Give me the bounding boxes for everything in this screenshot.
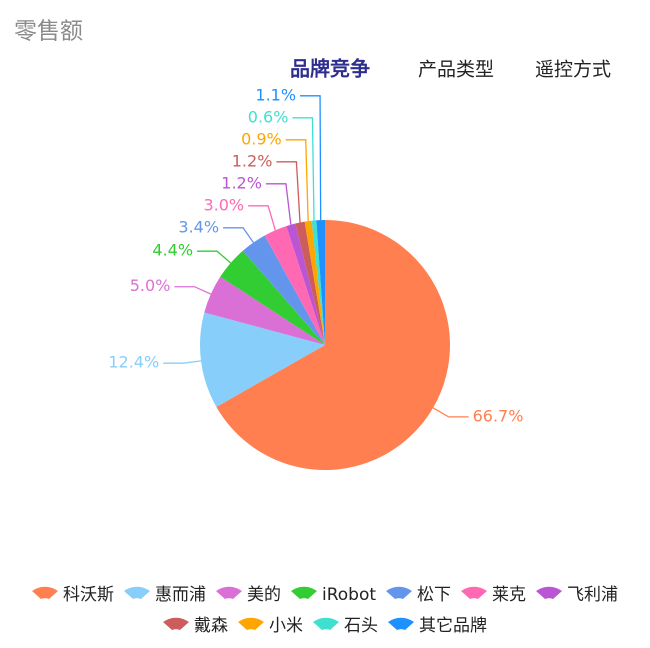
data-label: 1.1% <box>255 85 296 104</box>
legend-icon <box>163 617 189 630</box>
leader-line <box>292 117 315 221</box>
legend-item[interactable]: 惠而浦 <box>123 585 206 605</box>
legend-item[interactable]: 小米 <box>238 616 303 636</box>
legend-icon <box>536 586 563 599</box>
data-label: 3.4% <box>178 217 219 236</box>
pie-slice <box>220 250 325 345</box>
pie-slice <box>216 220 450 471</box>
legend-label: 惠而浦 <box>155 585 206 605</box>
legend-icon <box>386 586 413 599</box>
leader-line <box>285 139 309 222</box>
legend-item[interactable]: 其它品牌 <box>388 616 487 636</box>
pie-slice <box>204 276 325 345</box>
legend-label: 飞利浦 <box>567 585 618 605</box>
leader-line <box>276 161 301 223</box>
legend-item[interactable]: iRobot <box>290 585 376 605</box>
leader-line <box>300 95 322 221</box>
data-label: 1.2% <box>221 173 262 192</box>
data-label: 3.0% <box>203 195 244 214</box>
pie-slice <box>286 223 325 345</box>
data-label: 0.9% <box>241 129 282 148</box>
tab-active[interactable]: 品牌竞争 <box>290 57 370 81</box>
data-label: 4.4% <box>152 241 193 260</box>
legend-icon <box>31 586 58 599</box>
legend-icon <box>123 586 150 599</box>
leader-line <box>174 286 212 295</box>
legend-label: 美的 <box>247 585 281 605</box>
legend-icon <box>461 586 488 599</box>
leader-line <box>197 250 232 264</box>
leader-line <box>432 407 469 418</box>
legend-item[interactable]: 美的 <box>215 585 281 605</box>
legend-item[interactable]: 科沃斯 <box>31 585 114 605</box>
leader-line <box>223 227 254 243</box>
legend-label: iRobot <box>322 585 376 605</box>
legend-item[interactable]: 飞利浦 <box>536 585 618 605</box>
legend-label: 戴森 <box>194 616 228 636</box>
data-label: 1.2% <box>232 151 273 170</box>
pie-slice <box>264 226 325 345</box>
data-label: 0.6% <box>248 107 289 126</box>
tab[interactable]: 遥控方式 <box>535 59 611 81</box>
page-title: 零售额 <box>14 19 83 45</box>
leader-line <box>265 183 292 225</box>
legend-label: 小米 <box>269 616 303 636</box>
legend-item[interactable]: 石头 <box>313 616 378 636</box>
data-label: 12.4% <box>108 353 159 372</box>
legend-label: 石头 <box>344 616 378 636</box>
leader-line <box>163 360 202 364</box>
legend-icon <box>313 617 339 630</box>
legend-label: 松下 <box>417 585 451 605</box>
legend-icon <box>290 586 317 599</box>
pie-slice <box>316 220 325 345</box>
pie-slice <box>311 220 325 345</box>
legend-label: 莱克 <box>492 585 526 605</box>
pie-slice <box>200 312 325 407</box>
leader-line <box>248 205 276 231</box>
legend-icon <box>215 586 242 599</box>
legend-label: 科沃斯 <box>63 585 114 605</box>
legend-icon <box>238 617 264 630</box>
legend-label: 其它品牌 <box>419 616 487 636</box>
pie-slice <box>242 235 325 345</box>
legend-item[interactable]: 戴森 <box>163 616 228 636</box>
legend-item[interactable]: 松下 <box>386 585 451 605</box>
pie-slice <box>295 221 325 345</box>
data-label: 5.0% <box>130 276 171 295</box>
data-label: 66.7% <box>473 406 524 425</box>
tab[interactable]: 产品类型 <box>418 59 494 81</box>
pie-slice <box>304 220 325 345</box>
legend-item[interactable]: 莱克 <box>461 585 526 605</box>
legend-icon <box>388 617 414 630</box>
